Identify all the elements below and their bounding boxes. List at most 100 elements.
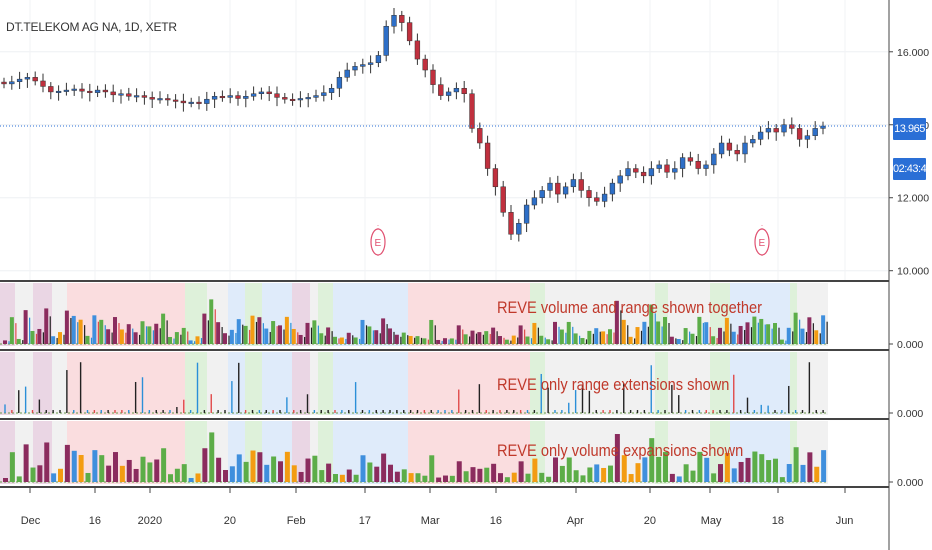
pane1-volume-bar	[738, 325, 743, 344]
pane3-volume-bar	[264, 464, 270, 482]
pane1-volume-bar	[463, 334, 468, 344]
pane3-volume-bar	[168, 474, 173, 482]
pane3-label: REVE only volume expansions shown	[497, 441, 744, 460]
pane1-volume-bar	[278, 325, 282, 344]
candle-body	[71, 88, 77, 91]
pane1-volume-bar	[614, 300, 619, 344]
countdown-tag: 02:43:43	[893, 158, 932, 180]
pane1-volume-bar	[401, 332, 406, 344]
pane1-volume-bar	[319, 333, 324, 344]
regime-band	[710, 352, 730, 415]
pane3-volume-bar	[656, 456, 662, 482]
pane3-volume-bar	[154, 459, 160, 482]
pane3-volume-bar	[147, 462, 153, 482]
regime-band	[668, 421, 710, 484]
candle-body	[313, 95, 319, 98]
candle-body	[383, 25, 389, 56]
candle-body	[547, 182, 553, 191]
candle-body	[664, 164, 670, 173]
pane1-volume-bar	[154, 323, 159, 344]
pane1-volume-bar	[491, 327, 496, 344]
pane1-volume-bar	[724, 317, 729, 344]
earnings-marker[interactable]	[370, 228, 386, 256]
pane1-volume-bar	[64, 310, 69, 344]
pane3-volume-bar	[669, 473, 675, 482]
regime-band	[730, 352, 790, 415]
regime-band	[33, 283, 52, 346]
pane3-volume-bar	[78, 455, 84, 482]
pane1-volume-bar	[85, 335, 90, 344]
pane1-volume-bar	[257, 317, 262, 344]
price-axis[interactable]	[889, 0, 932, 550]
pane3-volume-bar	[635, 463, 641, 482]
candle-body	[812, 128, 818, 136]
pane1-volume-bar	[243, 325, 248, 344]
pane1-volume-bar	[704, 322, 709, 344]
candle-body	[734, 150, 740, 155]
pane1-volume-bar	[477, 332, 482, 344]
pane3-volume-bar	[312, 455, 318, 482]
pane3-volume-bar	[539, 472, 545, 482]
pane3-volume-bar	[85, 472, 91, 482]
pane3-volume-bar	[614, 434, 620, 482]
candle-body	[141, 95, 148, 98]
x-tick-label: May	[701, 515, 722, 527]
pane1-volume-bar	[147, 326, 152, 344]
pane1-volume-bar	[766, 324, 771, 344]
candle-body	[523, 204, 530, 224]
candle-body	[804, 135, 811, 140]
pane3-volume-bar	[353, 474, 359, 482]
candle-body	[211, 96, 218, 100]
candle-body	[477, 128, 483, 144]
pane3-volume-bar	[676, 476, 682, 482]
pane1-volume-bar	[78, 319, 83, 344]
candle-body	[305, 97, 311, 100]
pane1-volume-bar	[546, 339, 551, 344]
candle-body	[328, 88, 335, 93]
pane1-volume-bar	[264, 328, 269, 344]
time-axis[interactable]	[0, 488, 888, 550]
candle-body	[399, 15, 405, 23]
pane3-volume-bar	[92, 450, 98, 482]
regime-band	[15, 352, 33, 415]
candle-body	[773, 128, 779, 133]
regime-band	[185, 421, 207, 484]
pane1-volume-bar	[161, 313, 166, 344]
pane3-volume-bar	[3, 478, 8, 482]
pane1-volume-bar	[408, 335, 413, 344]
candle-body	[765, 128, 772, 133]
pane1-volume-bar	[113, 317, 117, 344]
candle-body	[165, 98, 171, 101]
candle-body	[516, 223, 522, 235]
candle-body	[63, 89, 70, 92]
pane3-volume-bar	[649, 438, 655, 482]
earnings-marker[interactable]	[754, 228, 770, 256]
pane3-volume-bar	[690, 470, 696, 482]
pane1-volume-bar	[305, 322, 310, 344]
pane1-volume-bar	[683, 328, 688, 344]
pane1-volume-bar	[291, 328, 296, 344]
pane1-volume-bar	[786, 327, 791, 344]
regime-band	[790, 283, 797, 346]
candle-body	[360, 64, 366, 67]
pane3-volume-bar	[250, 450, 256, 482]
pane1-volume-bar	[635, 327, 640, 344]
pane1-volume-bar	[690, 333, 695, 344]
candle-body	[204, 98, 210, 104]
candle-body	[570, 179, 577, 188]
candle-body	[609, 182, 616, 195]
pane3-volume-bar	[30, 467, 36, 482]
candle-body	[227, 95, 233, 98]
pane3-volume-bar	[51, 473, 57, 482]
x-tick-label: 20	[644, 515, 656, 527]
pane1-volume-bar	[436, 339, 441, 344]
pane3-volume-bar	[284, 451, 290, 482]
candle-body	[796, 128, 803, 140]
candle-body	[133, 95, 140, 98]
candle-body	[126, 93, 132, 97]
pane3-volume-bar	[71, 450, 77, 482]
candle-body	[336, 77, 343, 89]
pane1-volume-bar	[587, 330, 592, 344]
pane3-volume-bar	[394, 471, 400, 482]
